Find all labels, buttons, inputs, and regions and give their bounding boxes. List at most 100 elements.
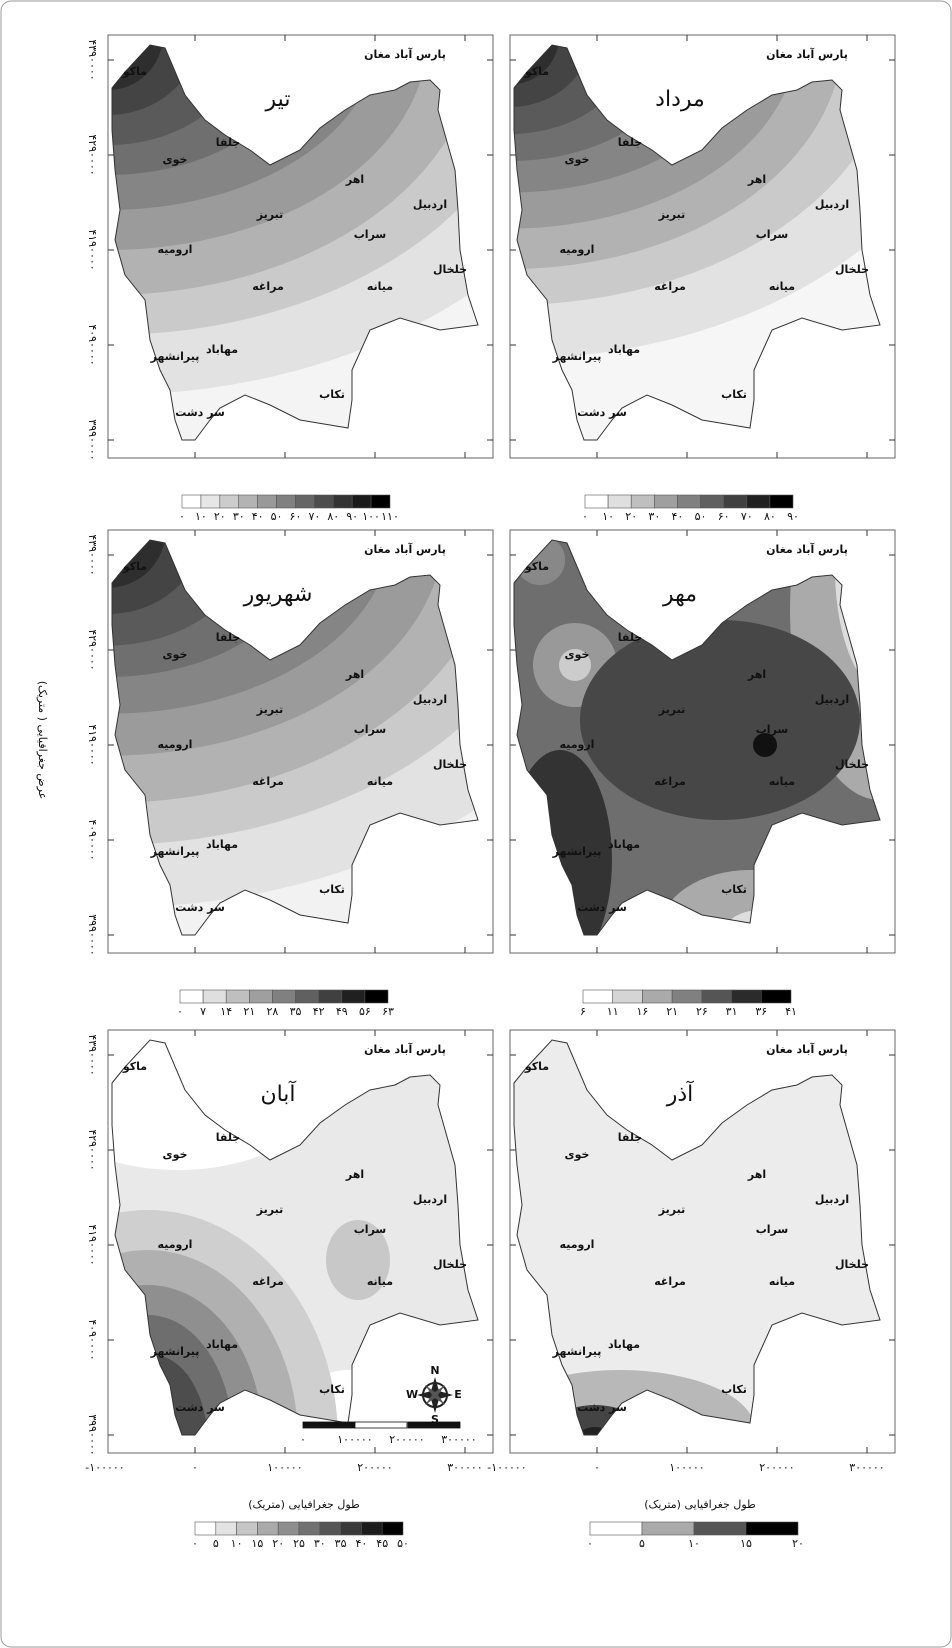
legend-swatch (769, 494, 794, 509)
legend-label: ۰ (587, 1537, 593, 1550)
legend-swatch (760, 989, 792, 1004)
legend-swatch (332, 494, 353, 509)
legend-swatch (370, 494, 391, 509)
city-label: خوی (565, 648, 590, 661)
scale-segment (407, 1421, 461, 1429)
contour-band (580, 620, 860, 820)
city-label: سراب (354, 723, 386, 736)
city-label: تکاب (721, 388, 747, 401)
legend-swatch (731, 989, 762, 1004)
city-label: خلخال (835, 263, 869, 276)
region-label: پارس آباد مغان (364, 1042, 446, 1056)
city-label: سراب (354, 228, 386, 241)
legend-swatch (642, 989, 673, 1004)
x-tick-label: -۱۰۰۰۰۰ (85, 1461, 124, 1474)
city-label: سر دشت (175, 901, 225, 914)
city-label: مهاباد (608, 1338, 640, 1351)
city-label: پیرانشهر (150, 845, 200, 858)
legend-swatch (272, 989, 296, 1004)
y-tick-label: ۴۲۹۰۰۰۰ (86, 629, 99, 670)
city-label: میانه (769, 1275, 795, 1288)
legend-swatch (249, 989, 273, 1004)
legend-label: ۲۰ (272, 1537, 284, 1550)
contour-band (112, 1315, 233, 1435)
city-label: تکاب (721, 883, 747, 896)
y-tick-label: ۴۰۹۰۰۰۰ (86, 819, 99, 860)
x-tick-label: ۰ (192, 1461, 198, 1474)
city-label: خلخال (835, 1258, 869, 1271)
city-label: تکاب (319, 883, 345, 896)
city-label: تکاب (319, 388, 345, 401)
city-label: اردبیل (815, 1193, 849, 1206)
x-tick-label: ۰ (594, 1461, 600, 1474)
city-label: اهر (345, 668, 364, 681)
y-tick-label: ۴۳۹۰۰۰۰ (86, 534, 99, 575)
map-panel: پارس آباد مغان آذر ماکو جلفا خوی اهر اردبیل تبر… (509, 1029, 896, 1454)
city-label: اردبیل (413, 693, 447, 706)
city-label: مراغه (654, 280, 686, 293)
month-title: آذر (666, 1080, 694, 1107)
legend-swatch (219, 494, 240, 509)
city-label: اردبیل (815, 198, 849, 211)
city-label: ارومیه (158, 1238, 193, 1251)
legend-swatch (257, 494, 277, 509)
legend-label: ۴۱ (785, 1005, 797, 1018)
city-label: پیرانشهر (150, 1345, 200, 1358)
city-label: خلخال (433, 758, 467, 771)
city-label: جلفا (216, 136, 240, 149)
city-label: مهاباد (206, 1338, 238, 1351)
city-label: خوی (163, 648, 188, 661)
province-outline (111, 1039, 479, 1436)
legend-label: ۵۰ (271, 510, 283, 523)
scale-label: ۰ (300, 1433, 306, 1446)
legend-swatch (277, 1521, 300, 1536)
legend-label: ۳۶ (755, 1005, 767, 1018)
legend-swatch (314, 494, 334, 509)
scale-bar: ۰ ۱۰۰۰۰۰ ۲۰۰۰۰۰ ۳۰۰۰۰۰ (300, 1421, 477, 1446)
city-label: اردبیل (413, 1193, 447, 1206)
city-label: خوی (163, 1148, 188, 1161)
legend-label: ۱۱۰ (381, 510, 399, 523)
city-label: تبریز (658, 208, 685, 221)
contour-band (112, 45, 198, 115)
contour-band (112, 540, 203, 614)
x-axis-label: طول جغرافیایی (متریک) (644, 1498, 756, 1511)
y-tick-label: ۳۹۹۰۰۰۰ (86, 419, 99, 460)
compass-letter: E (454, 1388, 462, 1401)
region-label: پارس آباد مغان (364, 542, 446, 556)
contour-band (514, 45, 636, 134)
legend-swatch (181, 494, 202, 509)
legend-swatch (276, 494, 296, 509)
city-label: پیرانشهر (150, 350, 200, 363)
legend-label: ۶ (580, 1005, 586, 1018)
legend-label: ۵ (639, 1537, 645, 1550)
legend-label: ۶۰ (718, 510, 730, 523)
legend-label: ۷ (200, 1005, 206, 1018)
scale-segment (354, 1421, 408, 1429)
scale-label: ۳۰۰۰۰۰ (441, 1433, 476, 1446)
compass-letter: N (430, 1364, 439, 1377)
city-label: تبریز (658, 703, 685, 716)
legend-swatch (671, 989, 703, 1004)
city-label: پیرانشهر (552, 1345, 602, 1358)
legend-swatch (361, 1521, 383, 1536)
legend-label: ۱۶ (637, 1005, 649, 1018)
x-tick-label: -۱۰۰۰۰۰ (487, 1461, 526, 1474)
legend-label: ۱۴ (220, 1005, 232, 1018)
legend-label: ۲۰ (792, 1537, 804, 1550)
compass-letter: S (431, 1413, 439, 1426)
city-label: خوی (565, 153, 590, 166)
x-tick-label: ۱۰۰۰۰۰ (669, 1461, 704, 1474)
legend-label: ۵۰ (695, 510, 707, 523)
city-label: پیرانشهر (552, 350, 602, 363)
y-tick-label: ۴۱۹۰۰۰۰ (86, 229, 99, 270)
legend-label: ۲۱ (243, 1005, 255, 1018)
legend-swatch (236, 1521, 258, 1536)
legend-swatch (351, 494, 372, 509)
legend-swatch (582, 989, 614, 1004)
contour-band (112, 45, 248, 145)
y-axis-label: عرض جغرافیایی ( متریک) (36, 681, 49, 800)
y-tick-label: ۴۰۹۰۰۰۰ (86, 324, 99, 365)
province-outline (513, 539, 881, 936)
legend-label: ۷۰ (741, 510, 753, 523)
